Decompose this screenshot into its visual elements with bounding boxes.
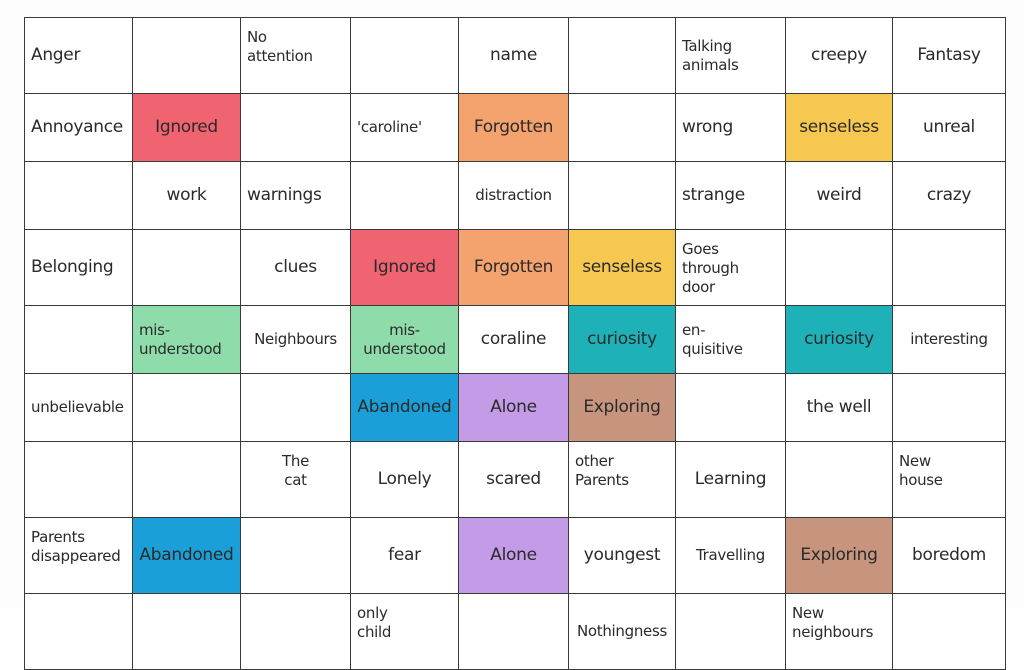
grid-cell: Talking animals: [675, 17, 786, 94]
grid-cell: [132, 17, 241, 94]
grid-cell: youngest: [568, 517, 676, 594]
highlighted-grid-cell: Abandoned: [350, 373, 459, 442]
grid-cell: [240, 593, 351, 670]
grid-cell: Lonely: [350, 441, 459, 518]
grid-cell: [24, 593, 133, 670]
grid-cell: [350, 17, 459, 94]
grid-cell: [675, 593, 786, 670]
grid-cell: strange: [675, 161, 786, 230]
highlighted-grid-cell: mis- understood: [132, 305, 241, 374]
grid-cell: Learning: [675, 441, 786, 518]
grid-row: Parents disappeared Abandoned fear Alone you…: [24, 517, 1006, 594]
highlighted-grid-cell: Forgotten: [458, 93, 569, 162]
grid-cell: No attention: [240, 17, 351, 94]
highlighted-grid-cell: Abandoned: [132, 517, 241, 594]
grid-cell: [132, 229, 241, 306]
word-grid-table: Anger No attention name Talking animals cree…: [24, 17, 1006, 670]
grid-cell: [132, 373, 241, 442]
grid-cell: distraction: [458, 161, 569, 230]
grid-row: The cat Lonely scared other Parents Learning…: [24, 441, 1006, 518]
grid-cell: weird: [785, 161, 893, 230]
grid-cell: [240, 517, 351, 594]
grid-cell: interesting: [892, 305, 1006, 374]
grid-row: Annoyance Ignored 'caroline' Forgotten wrong…: [24, 93, 1006, 162]
grid-cell: [350, 161, 459, 230]
highlighted-grid-cell: Alone: [458, 373, 569, 442]
grid-row: work warnings distraction strange weird crazy: [24, 161, 1006, 230]
grid-cell: Fantasy: [892, 17, 1006, 94]
grid-cell: fear: [350, 517, 459, 594]
grid-cell: other Parents: [568, 441, 676, 518]
grid-cell: Parents disappeared: [24, 517, 133, 594]
grid-row: mis- understood Neighbours mis- understood…: [24, 305, 1006, 374]
grid-cell: name: [458, 17, 569, 94]
paper-sheet: Anger No attention name Talking animals cree…: [24, 17, 1006, 670]
grid-cell: Annoyance: [24, 93, 133, 162]
grid-cell: crazy: [892, 161, 1006, 230]
grid-cell: Goes through door: [675, 229, 786, 306]
grid-cell: Neighbours: [240, 305, 351, 374]
highlighted-grid-cell: Exploring: [785, 517, 893, 594]
grid-cell: New house: [892, 441, 1006, 518]
highlighted-grid-cell: Ignored: [132, 93, 241, 162]
grid-cell: clues: [240, 229, 351, 306]
grid-cell: warnings: [240, 161, 351, 230]
highlighted-grid-cell: curiosity: [568, 305, 676, 374]
highlighted-grid-cell: senseless: [785, 93, 893, 162]
grid-cell: unreal: [892, 93, 1006, 162]
grid-row: Anger No attention name Talking animals cree…: [24, 17, 1006, 94]
grid-cell: [785, 441, 893, 518]
grid-cell: Nothingness: [568, 593, 676, 670]
grid-cell: Anger: [24, 17, 133, 94]
grid-cell: wrong: [675, 93, 786, 162]
highlighted-grid-cell: Alone: [458, 517, 569, 594]
highlighted-grid-cell: curiosity: [785, 305, 893, 374]
grid-cell: [892, 229, 1006, 306]
grid-cell: [240, 93, 351, 162]
grid-cell: [675, 373, 786, 442]
grid-cell: [240, 373, 351, 442]
grid-cell: [785, 229, 893, 306]
grid-cell: only child: [350, 593, 459, 670]
grid-cell: [132, 441, 241, 518]
grid-cell: coraline: [458, 305, 569, 374]
grid-cell: [892, 593, 1006, 670]
word-grid-body: Anger No attention name Talking animals cree…: [24, 17, 1006, 670]
highlighted-grid-cell: mis- understood: [350, 305, 459, 374]
grid-cell: Travelling: [675, 517, 786, 594]
grid-cell: [24, 305, 133, 374]
grid-cell: work: [132, 161, 241, 230]
highlighted-grid-cell: Exploring: [568, 373, 676, 442]
grid-cell: en- quisitive: [675, 305, 786, 374]
grid-cell: the well: [785, 373, 893, 442]
grid-cell: Belonging: [24, 229, 133, 306]
grid-cell: The cat: [240, 441, 351, 518]
grid-cell: boredom: [892, 517, 1006, 594]
grid-cell: 'caroline': [350, 93, 459, 162]
highlighted-grid-cell: senseless: [568, 229, 676, 306]
grid-cell: [132, 593, 241, 670]
grid-cell: [458, 593, 569, 670]
grid-cell: scared: [458, 441, 569, 518]
grid-cell: [24, 441, 133, 518]
grid-cell: [568, 17, 676, 94]
grid-row: only child Nothingness New neighbours: [24, 593, 1006, 670]
grid-row: Belonging clues Ignored Forgotten senseless G…: [24, 229, 1006, 306]
grid-cell: [568, 161, 676, 230]
grid-cell: [892, 373, 1006, 442]
grid-row: unbelievable Abandoned Alone Exploring the w…: [24, 373, 1006, 442]
grid-cell: creepy: [785, 17, 893, 94]
grid-cell: [568, 93, 676, 162]
grid-cell: unbelievable: [24, 373, 133, 442]
grid-cell: [24, 161, 133, 230]
highlighted-grid-cell: Forgotten: [458, 229, 569, 306]
grid-cell: New neighbours: [785, 593, 893, 670]
highlighted-grid-cell: Ignored: [350, 229, 459, 306]
